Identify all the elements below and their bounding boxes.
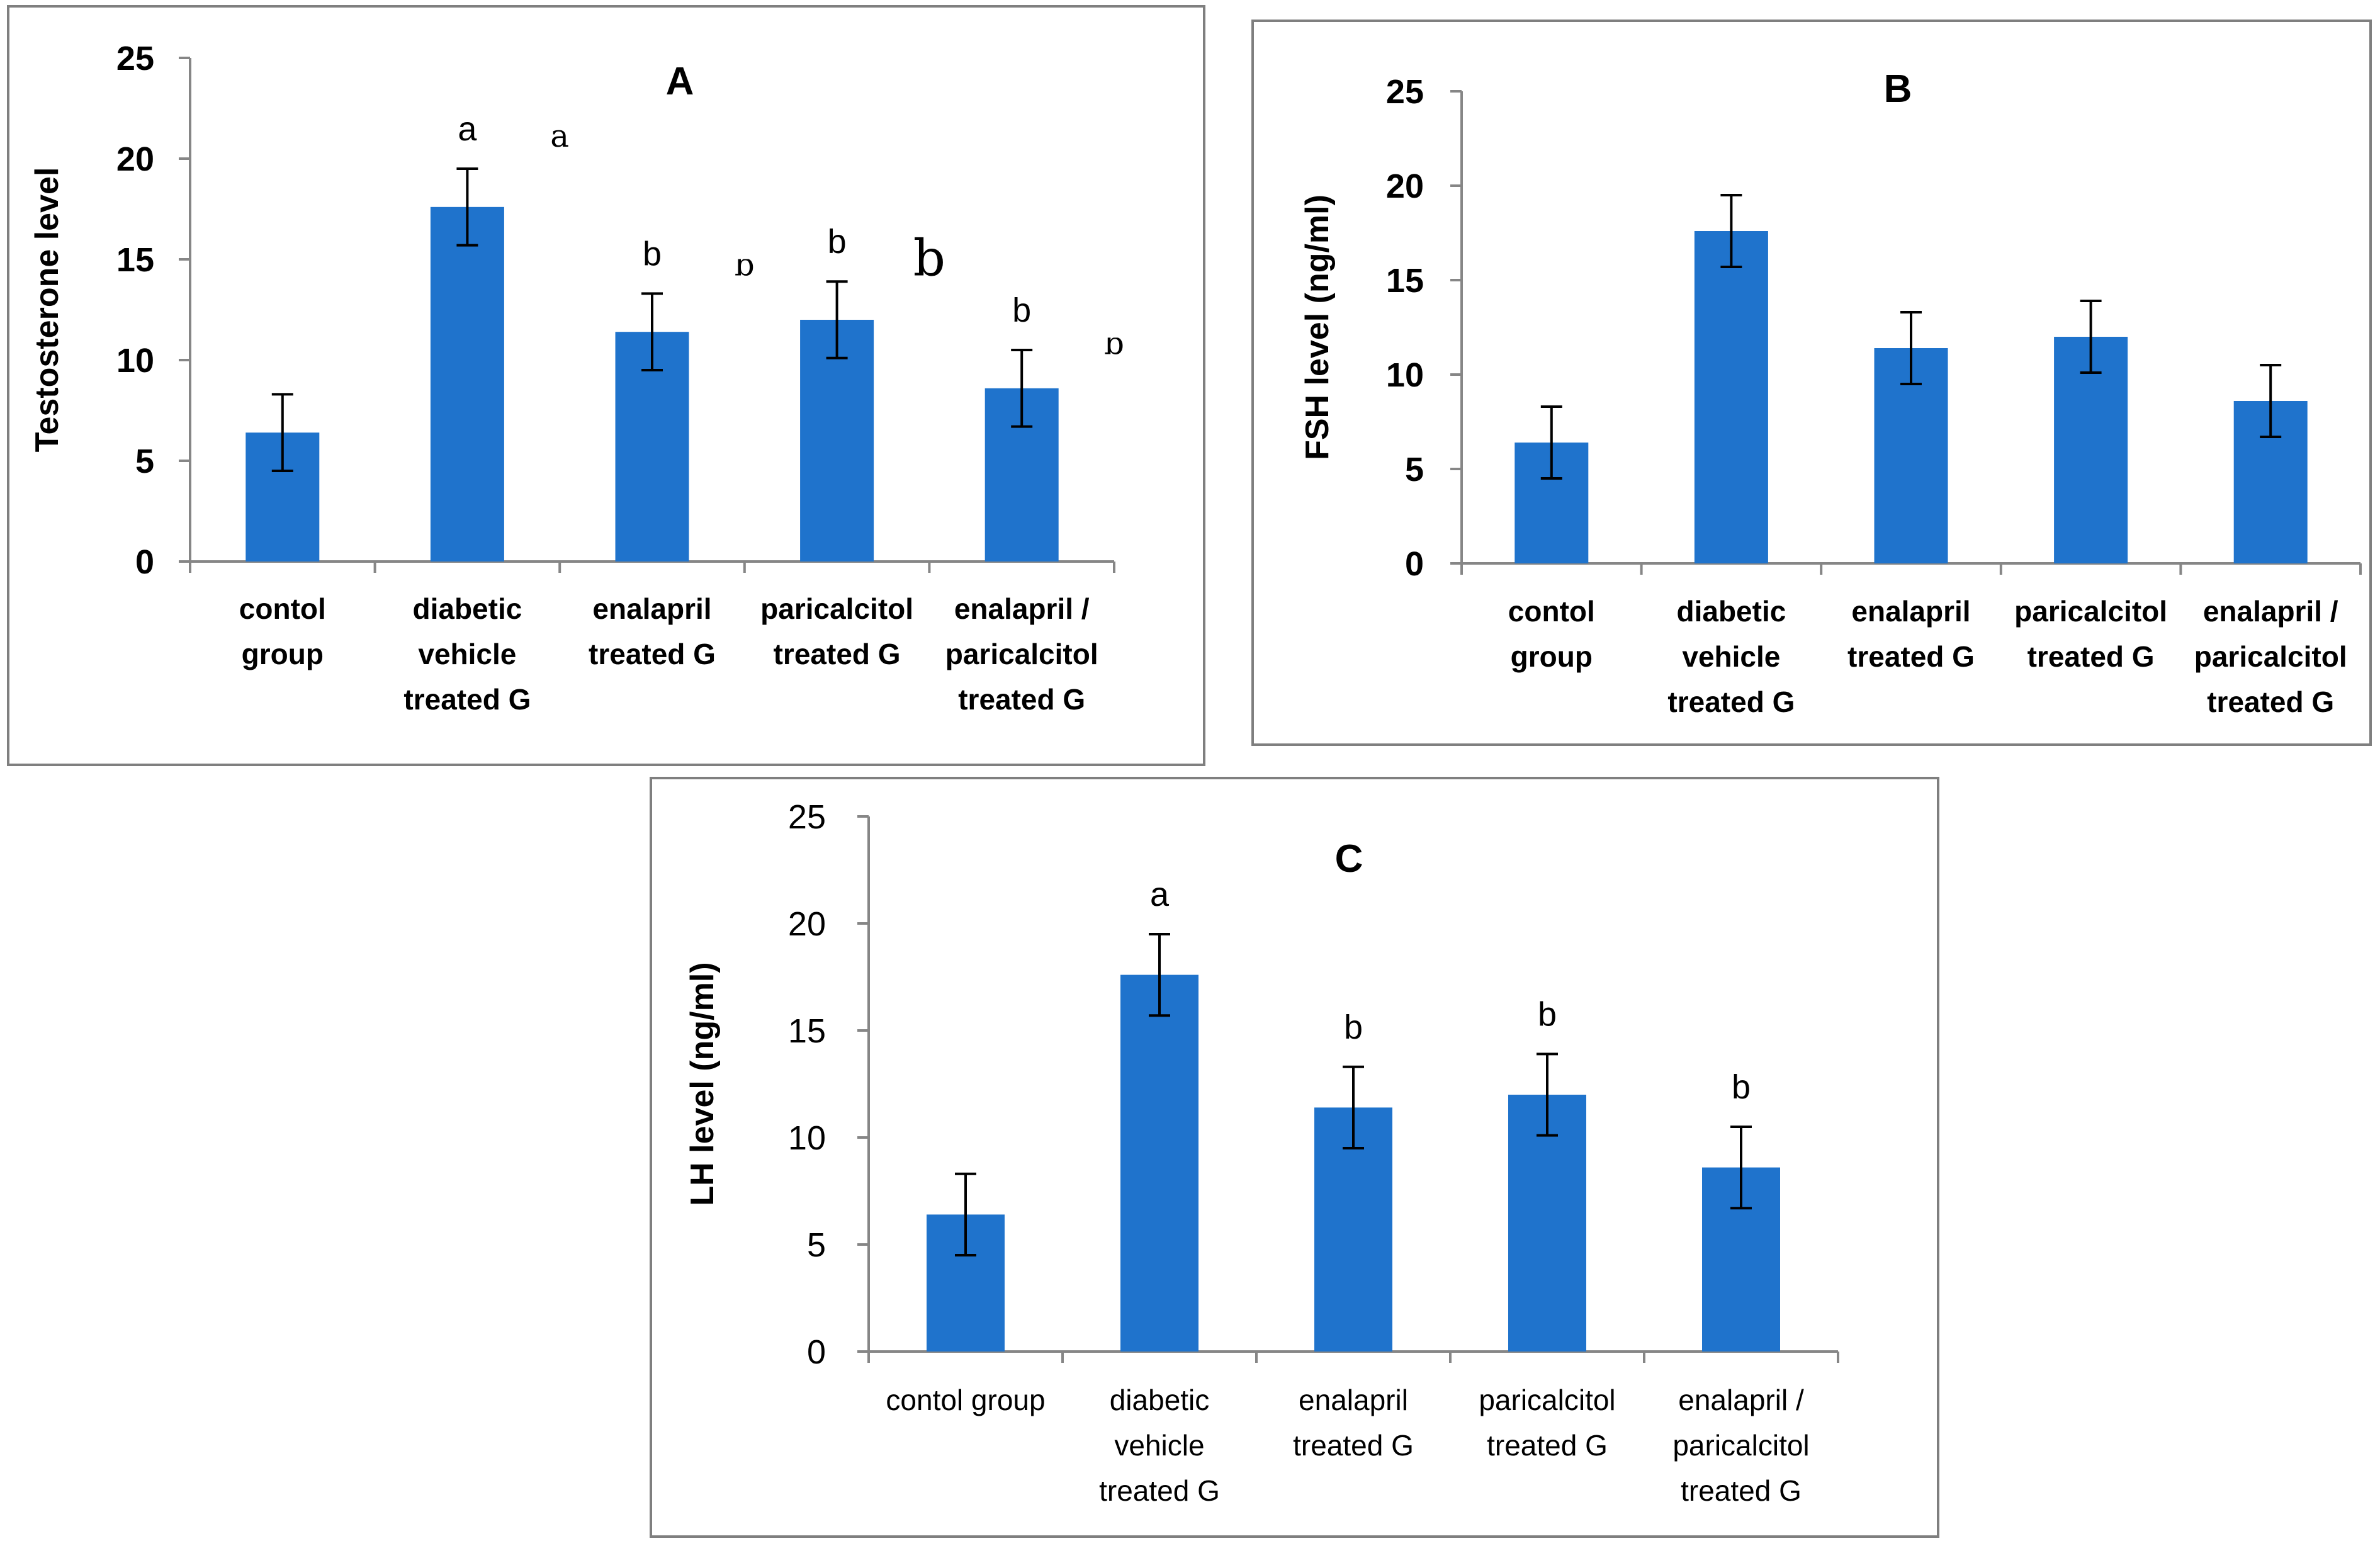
- stray-letter: b: [735, 247, 755, 283]
- y-tick-label: 25: [788, 798, 826, 836]
- panel-title: B: [1884, 67, 1912, 111]
- category-label: treated G: [1293, 1429, 1414, 1462]
- category-label: diabetic: [412, 592, 522, 625]
- significance-letter: b: [1012, 291, 1031, 329]
- category-label: treated G: [2028, 640, 2155, 673]
- panel-frame: [1251, 20, 2372, 746]
- stray-letter: b: [1104, 325, 1124, 361]
- bar-2: [430, 206, 504, 562]
- y-tick-label: 20: [1386, 167, 1424, 205]
- category-label: enalapril /: [954, 592, 1090, 625]
- category-label: enalapril: [1851, 595, 1970, 628]
- category-label: vehicle: [418, 638, 516, 670]
- panel-frame: [7, 5, 1205, 766]
- stray-letter: a: [550, 118, 569, 154]
- y-axis-title: Testosterone level: [29, 167, 65, 453]
- significance-letter: b: [1732, 1068, 1751, 1106]
- category-label: paricalcitol: [2194, 640, 2347, 673]
- category-label: treated G: [2207, 686, 2334, 718]
- y-tick-label: 10: [1386, 356, 1424, 394]
- significance-letter: b: [1538, 995, 1557, 1033]
- bar-4: [1508, 1095, 1586, 1352]
- category-label: vehicle: [1682, 640, 1780, 673]
- y-tick-label: 0: [135, 543, 154, 581]
- y-tick-label: 0: [807, 1333, 826, 1371]
- category-label: enalapril: [1299, 1384, 1408, 1416]
- y-tick-label: 25: [116, 40, 154, 77]
- category-label: treated G: [1487, 1429, 1608, 1462]
- category-label: group: [242, 638, 324, 670]
- category-label: treated G: [1099, 1474, 1220, 1507]
- category-label: diabetic: [1110, 1384, 1210, 1416]
- category-label: treated G: [589, 638, 716, 670]
- y-axis-title: LH level (ng/ml): [684, 962, 721, 1205]
- category-label: enalapril: [592, 592, 711, 625]
- category-label: vehicle: [1114, 1429, 1204, 1462]
- category-label: treated G: [1667, 686, 1795, 718]
- y-tick-label: 5: [807, 1226, 826, 1264]
- significance-letter: a: [1150, 876, 1170, 913]
- y-tick-label: 25: [1386, 73, 1424, 111]
- bar-2: [1120, 974, 1198, 1352]
- category-label: contol group: [886, 1384, 1045, 1416]
- y-tick-label: 15: [1386, 262, 1424, 300]
- category-label: treated G: [1681, 1474, 1802, 1507]
- bar-4: [2054, 337, 2128, 563]
- category-label: treated G: [1847, 640, 1975, 673]
- panel-a: 0 5 10 15 20 25 contol group diabetic vehicle trea…: [7, 5, 1205, 766]
- y-tick-label: 10: [116, 342, 154, 380]
- category-label: enalapril /: [1678, 1384, 1804, 1416]
- y-tick-label: 5: [135, 443, 154, 480]
- panel-frame: [650, 777, 1939, 1538]
- panel-c: 0 5 10 15 20 25 contol group diabetic vehicle tre…: [650, 777, 1939, 1538]
- y-tick-label: 20: [788, 905, 826, 943]
- category-label: enalapril /: [2203, 595, 2338, 628]
- significance-letter: a: [458, 110, 477, 148]
- significance-letter: b: [643, 235, 662, 273]
- category-label: paricalcitol: [760, 592, 913, 625]
- panel-title: A: [666, 60, 694, 103]
- category-label: treated G: [403, 683, 531, 716]
- panel-b: 0 5 10 15 20 25 contol group diabetic vehicle trea…: [1251, 20, 2372, 746]
- category-label: paricalcitol: [1672, 1429, 1809, 1462]
- significance-letter: b: [1344, 1008, 1363, 1046]
- y-tick-label: 5: [1405, 451, 1424, 488]
- significance-letter: b: [828, 223, 847, 261]
- category-label: treated G: [774, 638, 901, 670]
- category-label: diabetic: [1676, 595, 1786, 628]
- bar-2: [1694, 231, 1768, 563]
- category-label: paricalcitol: [1479, 1384, 1615, 1416]
- bar-4: [800, 320, 874, 562]
- y-axis-title: FSH level (ng/ml): [1299, 195, 1336, 460]
- category-label: contol: [1508, 595, 1595, 628]
- y-tick-label: 15: [116, 241, 154, 279]
- y-tick-label: 0: [1405, 545, 1424, 583]
- category-label: contol: [239, 592, 326, 625]
- y-tick-label: 10: [788, 1119, 826, 1157]
- category-label: paricalcitol: [2014, 595, 2167, 628]
- category-label: group: [1511, 640, 1593, 673]
- panel-title: C: [1335, 837, 1363, 881]
- y-tick-label: 15: [788, 1012, 826, 1050]
- y-tick-label: 20: [116, 140, 154, 178]
- category-label: paricalcitol: [945, 638, 1098, 670]
- stray-letter: b: [913, 229, 945, 288]
- category-label: treated G: [958, 683, 1085, 716]
